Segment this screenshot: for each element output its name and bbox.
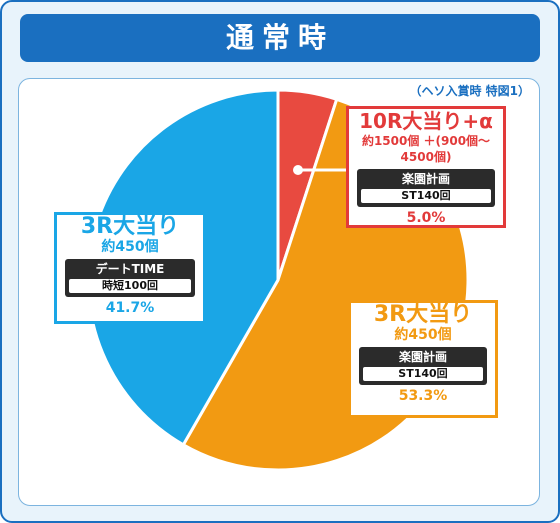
label-box-orange: 3R大当り 約450個 楽園計画 ST140回 53.3% — [348, 300, 498, 418]
label-sub-red: 約1500個 ＋(900個～4500個) — [349, 133, 503, 165]
label-bar-blue: デートTIME 時短100回 — [65, 259, 195, 297]
label-title-blue: 3R大当り — [57, 215, 203, 239]
label-chip-orange: ST140回 — [363, 367, 483, 381]
label-title-orange: 3R大当り — [351, 303, 495, 327]
label-pct-orange: 53.3% — [351, 387, 495, 405]
label-chip-blue: 時短100回 — [69, 279, 191, 293]
label-chip-red: ST140回 — [361, 189, 491, 203]
label-pct-blue: 41.7% — [57, 299, 203, 317]
label-bar-orange: 楽園計画 ST140回 — [359, 347, 487, 385]
label-bar-name-blue: デートTIME — [69, 262, 191, 277]
label-box-blue: 3R大当り 約450個 デートTIME 時短100回 41.7% — [54, 212, 206, 324]
leader-dot — [293, 165, 303, 175]
label-pct-red: 5.0% — [349, 209, 503, 227]
label-bar-red: 楽園計画 ST140回 — [357, 169, 495, 207]
label-bar-name-orange: 楽園計画 — [363, 350, 483, 365]
label-sub-blue: 約450個 — [57, 239, 203, 255]
label-sub-orange: 約450個 — [351, 327, 495, 343]
label-title-red: 10R大当り+α — [349, 109, 503, 133]
label-bar-name-red: 楽園計画 — [361, 172, 491, 187]
label-box-red: 10R大当り+α 約1500個 ＋(900個～4500個) 楽園計画 ST140… — [346, 106, 506, 228]
